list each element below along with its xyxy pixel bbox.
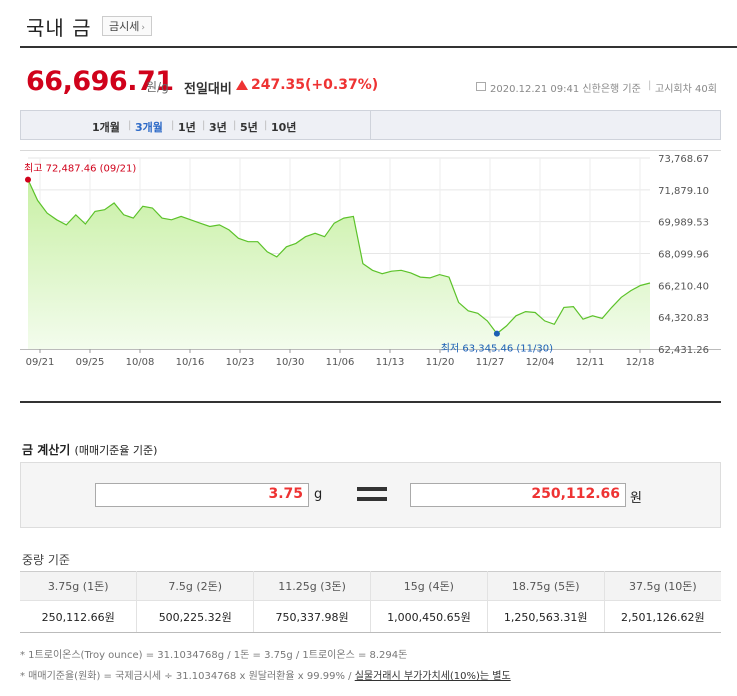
- y-tick-label: 62,431.26: [658, 345, 709, 356]
- calculator-title-text: 금 계산기: [22, 443, 71, 457]
- max-point: [25, 176, 31, 183]
- tab-separator: |: [128, 120, 132, 131]
- gold-quote-button[interactable]: 금시세 ›: [102, 16, 152, 36]
- y-tick-label: 73,768.67: [658, 154, 709, 165]
- equals-icon: [357, 487, 387, 491]
- note-base-rate: * 매매기준율(원화) = 국제금시세 ÷ 31.1034768 x 원달러환율…: [20, 667, 511, 682]
- min-label: 최저 63,345.46 (11/30): [441, 343, 553, 355]
- note-base-rate-text: * 매매기준율(원화) = 국제금시세 ÷ 31.1034768 x 원달러환율…: [20, 671, 355, 682]
- min-point: [493, 330, 500, 337]
- x-tick-label: 10/08: [126, 357, 155, 368]
- tab-3-months[interactable]: 3개월: [135, 121, 163, 134]
- x-tick-label: 10/23: [226, 357, 255, 368]
- price-output-value: 250,112.66: [531, 486, 620, 502]
- x-tick-label: 12/18: [626, 357, 655, 368]
- table-cell: 2,501,126.62원: [603, 600, 721, 633]
- tab-1-month[interactable]: 1개월: [92, 121, 120, 134]
- gold-quote-label: 금시세: [109, 20, 140, 33]
- header-divider: [20, 46, 737, 48]
- table-cell: 750,337.98원: [253, 600, 371, 633]
- x-tick-label: 11/06: [326, 357, 355, 368]
- table-header-cell: 11.25g (3돈): [253, 571, 371, 601]
- note-vat-emphasis: 실물거래시 부가가치세(10%)는 별도: [354, 671, 511, 682]
- max-label: 최고 72,487.46 (09/21): [24, 163, 136, 175]
- tab-separator: |: [171, 120, 175, 131]
- x-tick-label: 11/20: [426, 357, 455, 368]
- weight-table-title: 중량 기준: [22, 553, 70, 567]
- page-title: 국내 금: [26, 16, 92, 40]
- calculator-title: 금 계산기 (매매기준율 기준): [22, 441, 157, 458]
- x-tick-label: 12/04: [526, 357, 555, 368]
- tab-separator: |: [233, 120, 237, 131]
- table-header-cell: 37.5g (10돈): [603, 571, 721, 601]
- x-axis-labels: 09/21 09/25 10/08 10/16 10/23 10/30 11/06 11/13…: [26, 349, 655, 368]
- price-line: [27, 179, 651, 335]
- price-unit: 원/g: [146, 80, 169, 94]
- y-tick-label: 64,320.83: [658, 313, 709, 324]
- equals-icon-bar: [357, 497, 387, 501]
- price-timestamp: 2020.12.21 09:41 신한은행 기준: [490, 84, 641, 95]
- tab-bar-divider: [370, 110, 371, 140]
- change-label: 전일대비: [184, 82, 232, 97]
- chart-bottom-divider: [20, 401, 721, 403]
- price-output-unit: 원: [630, 491, 642, 506]
- chevron-right-icon: ›: [141, 23, 145, 33]
- tab-3-years[interactable]: 3년: [209, 121, 227, 134]
- y-tick-label: 66,210.40: [658, 281, 709, 292]
- tab-separator: |: [202, 120, 206, 131]
- calculator-subtitle: (매매기준율 기준): [74, 444, 158, 457]
- note-troy-ounce: * 1트로이온스(Troy ounce) = 31.1034768g / 1돈 …: [20, 650, 408, 661]
- x-tick-label: 11/27: [476, 357, 505, 368]
- table-cell: 500,225.32원: [136, 600, 255, 633]
- x-tick-label: 11/13: [376, 357, 405, 368]
- price-area: [28, 179, 650, 349]
- x-tick-label: 10/30: [276, 357, 305, 368]
- table-cell: 250,112.66원: [20, 600, 138, 633]
- weight-input[interactable]: [95, 483, 309, 507]
- y-tick-label: 71,879.10: [658, 186, 709, 197]
- table-row: 250,112.66원 500,225.32원 750,337.98원 1,00…: [20, 600, 721, 633]
- gold-price-chart[interactable]: 73,768.67 71,879.10 69,989.53 68,099.96 66,2…: [20, 150, 721, 382]
- up-arrow-icon: [236, 80, 248, 90]
- table-header-cell: 15g (4돈): [369, 571, 488, 601]
- weight-price-table: 3.75g (1돈) 7.5g (2돈) 11.25g (3돈) 15g (4돈…: [20, 571, 721, 633]
- x-tick-label: 12/11: [576, 357, 605, 368]
- clock-icon: [476, 82, 486, 91]
- y-axis-labels: 73,768.67 71,879.10 69,989.53 68,099.96 66,2…: [658, 154, 709, 356]
- price-output[interactable]: [410, 483, 626, 507]
- y-tick-label: 69,989.53: [658, 218, 709, 229]
- x-tick-label: 09/21: [26, 357, 55, 368]
- tab-10-years[interactable]: 10년: [271, 121, 297, 134]
- weight-input-value[interactable]: 3.75: [268, 486, 303, 502]
- table-header-cell: 7.5g (2돈): [136, 571, 255, 601]
- tab-5-years[interactable]: 5년: [240, 121, 258, 134]
- y-tick-label: 68,099.96: [658, 250, 709, 261]
- x-tick-label: 09/25: [76, 357, 105, 368]
- table-header-cell: 3.75g (1돈): [20, 571, 138, 601]
- change-value: 247.35(+0.37%): [251, 77, 379, 93]
- extreme-markers: 최고 72,487.46 (09/21) 최저 63,345.46 (11/30): [24, 163, 553, 355]
- table-cell: 1,250,563.31원: [486, 600, 605, 633]
- current-price: 66,696.71: [26, 66, 174, 97]
- table-header-row: 3.75g (1돈) 7.5g (2돈) 11.25g (3돈) 15g (4돈…: [20, 571, 721, 601]
- tab-1-year[interactable]: 1년: [178, 121, 196, 134]
- table-cell: 1,000,450.65원: [369, 600, 488, 633]
- meta-separator: |: [648, 80, 652, 91]
- weight-unit: g: [314, 487, 323, 502]
- tab-separator: |: [264, 120, 268, 131]
- table-header-cell: 18.75g (5돈): [486, 571, 605, 601]
- notice-round: 고시회차 40회: [655, 84, 717, 95]
- x-tick-label: 10/16: [176, 357, 205, 368]
